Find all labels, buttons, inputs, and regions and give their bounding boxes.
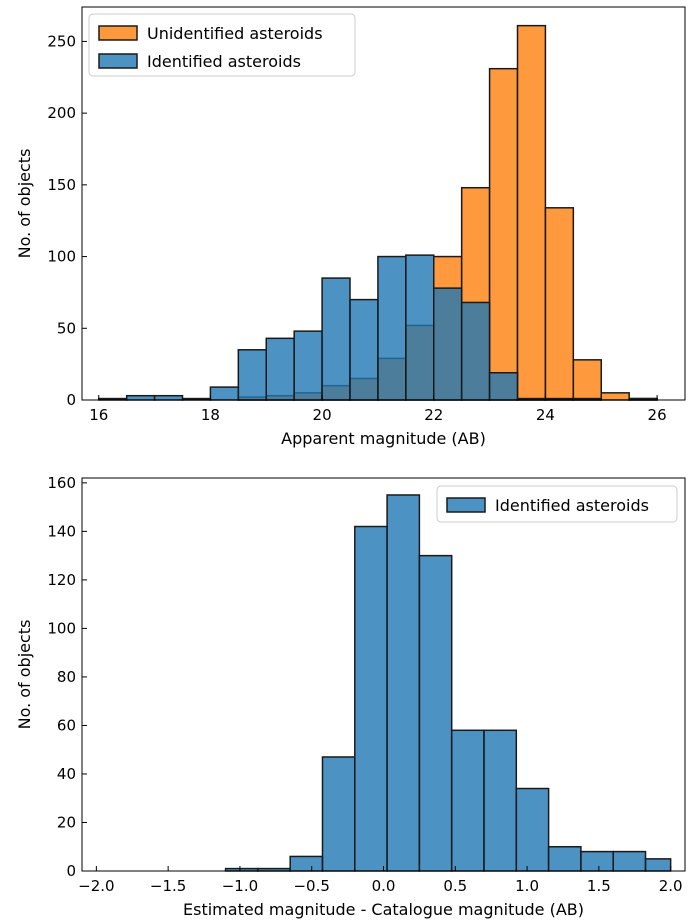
- legend-swatch: [446, 497, 486, 513]
- y-tick-label: 120: [47, 571, 76, 589]
- axes-frame: [81, 6, 686, 401]
- histogram-bar: [460, 301, 491, 401]
- x-tick-label: 18: [201, 406, 220, 424]
- y-tick-label: 160: [47, 474, 76, 492]
- x-tick-label: 20: [313, 406, 332, 424]
- histogram-bar: [265, 337, 295, 401]
- legend-frame: [88, 13, 356, 77]
- y-tick-label: 60: [57, 716, 76, 734]
- histogram-bar: [488, 67, 519, 401]
- histogram-bar: [377, 255, 407, 401]
- y-tick-label: 200: [47, 104, 76, 122]
- y-tick-label: 100: [47, 619, 76, 637]
- histogram-bar: [580, 850, 614, 872]
- legend-label: Unidentified asteroids: [147, 24, 323, 43]
- histogram-bar: [354, 525, 388, 872]
- x-tick-label: −1.0: [222, 877, 258, 895]
- histogram-magnitude-difference: −2.0 −1.5 −1.0 −0.5 0.0 0.5 1.0 1.5 2.0 0 20 40 60 80…: [15, 474, 686, 919]
- y-axis-label: No. of objects: [15, 620, 34, 730]
- histogram-bar: [433, 287, 463, 401]
- histogram-bar: [418, 554, 453, 872]
- y-tick-label: 140: [47, 522, 76, 540]
- histogram-bar: [209, 386, 240, 401]
- x-axis-label: Apparent magnitude (AB): [281, 429, 486, 448]
- legend-swatch: [98, 25, 138, 41]
- histogram-bar: [515, 787, 550, 872]
- histogram-bar: [321, 277, 351, 401]
- histogram-bar: [644, 858, 672, 872]
- y-tick-label: 150: [47, 176, 76, 194]
- histogram-bar: [488, 371, 519, 401]
- legend: Identified asteroids: [436, 485, 678, 523]
- x-tick-label: −0.5: [293, 877, 329, 895]
- histogram-bar: [572, 359, 602, 401]
- histogram-bar: [600, 392, 630, 401]
- x-tick-label: 2.0: [659, 877, 683, 895]
- histogram-bar: [450, 729, 485, 872]
- histogram-bar: [386, 494, 421, 872]
- legend-swatch: [98, 53, 138, 69]
- x-tick-label: 1.5: [587, 877, 611, 895]
- histogram-apparent-magnitude: 16 18 20 22 24 26 0 50 100 150 200 250 Apparent magn…: [15, 6, 686, 448]
- series-1-bars: [98, 254, 658, 401]
- y-tick-label: 40: [57, 765, 76, 783]
- histogram-bar: [289, 855, 324, 872]
- y-tick-label: 100: [47, 248, 76, 266]
- x-tick-label: −1.5: [150, 877, 186, 895]
- histogram-bar: [125, 394, 156, 401]
- y-tick-label: 80: [57, 668, 76, 686]
- histogram-bar: [321, 756, 356, 872]
- histogram-bar: [153, 394, 184, 401]
- legend-frame: [436, 485, 678, 523]
- histogram-bar: [293, 330, 323, 401]
- y-tick-label: 50: [57, 319, 76, 337]
- histogram-bar: [547, 845, 582, 872]
- x-tick-label: 1.0: [515, 877, 539, 895]
- x-tick-label: 0.0: [372, 877, 396, 895]
- histogram-bar: [544, 207, 575, 401]
- series-0-bars: [224, 494, 672, 872]
- histogram-bar: [405, 254, 435, 401]
- x-tick-label: 24: [536, 406, 555, 424]
- histogram-bar: [516, 24, 547, 401]
- x-tick-label: 0.5: [443, 877, 467, 895]
- legend-label: Identified asteroids: [495, 496, 649, 515]
- y-axis-label: No. of objects: [15, 149, 34, 259]
- y-tick-label: 0: [66, 862, 76, 880]
- y-tick-label: 0: [66, 391, 76, 409]
- histogram-bar: [612, 850, 647, 872]
- histogram-bar: [349, 298, 379, 401]
- x-tick-label: 26: [648, 406, 667, 424]
- histogram-bar: [483, 729, 518, 872]
- histogram-bar: [237, 349, 267, 401]
- x-axis-label: Estimated magnitude - Catalogue magnitud…: [183, 900, 584, 919]
- legend-label: Identified asteroids: [147, 52, 301, 71]
- legend: Unidentified asteroids Identified asteroi…: [88, 13, 356, 77]
- y-tick-label: 250: [47, 32, 76, 50]
- x-tick-label: 22: [424, 406, 443, 424]
- x-tick-label: −2.0: [78, 877, 114, 895]
- y-tick-label: 20: [57, 813, 76, 831]
- x-tick-label: 16: [89, 406, 108, 424]
